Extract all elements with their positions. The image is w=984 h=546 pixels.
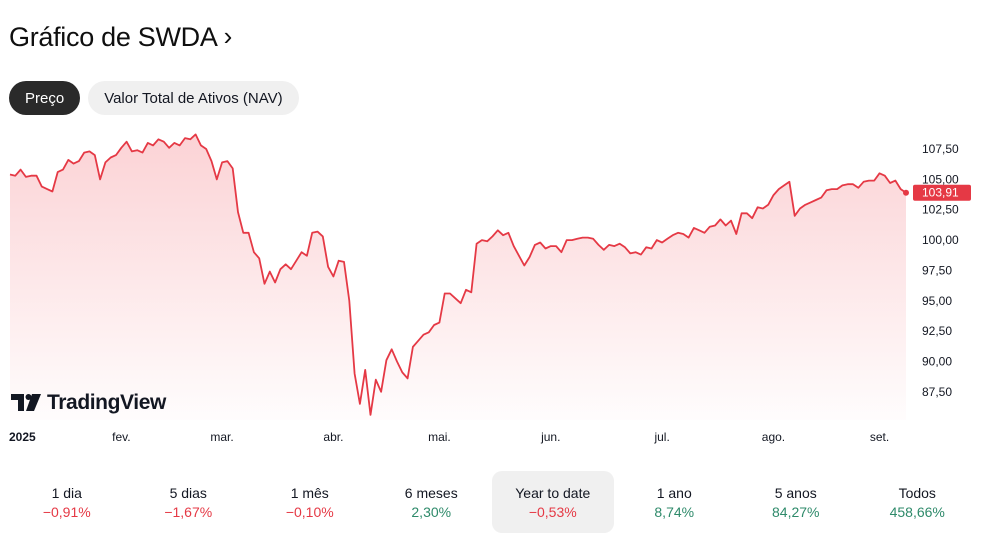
x-tick-label: 2025 bbox=[9, 430, 36, 444]
period-selector: 1 dia −0,91% 5 dias −1,67% 1 mês −0,10% … bbox=[6, 471, 978, 533]
period-label: 1 mês bbox=[290, 484, 329, 501]
page-title-text: Gráfico de SWDA bbox=[9, 22, 218, 52]
y-tick-label: 97,50 bbox=[922, 263, 952, 277]
period-5d[interactable]: 5 dias −1,67% bbox=[128, 471, 250, 533]
price-line bbox=[9, 133, 907, 416]
period-change: −0,53% bbox=[528, 503, 577, 520]
period-change: −0,10% bbox=[285, 503, 334, 520]
period-1m[interactable]: 1 mês −0,10% bbox=[249, 471, 371, 533]
y-tick-label: 92,50 bbox=[922, 324, 952, 338]
y-tick-label: 102,50 bbox=[922, 203, 959, 217]
x-tick-label: abr. bbox=[323, 430, 343, 444]
x-tick-label: jul. bbox=[653, 430, 669, 444]
period-6m[interactable]: 6 meses 2,30% bbox=[371, 471, 493, 533]
y-tick-label: 100,00 bbox=[922, 233, 959, 247]
period-label: 1 ano bbox=[656, 484, 692, 501]
page-title[interactable]: Gráfico de SWDA › bbox=[9, 21, 233, 53]
period-change: 2,30% bbox=[411, 503, 452, 520]
period-label: Todos bbox=[898, 484, 936, 501]
period-all[interactable]: Todos 458,66% bbox=[857, 471, 979, 533]
period-ytd[interactable]: Year to date −0,53% bbox=[492, 471, 614, 533]
tab-nav[interactable]: Valor Total de Ativos (NAV) bbox=[88, 81, 299, 115]
period-change: −1,67% bbox=[164, 503, 213, 520]
last-price-marker: 103,91 bbox=[903, 184, 971, 201]
x-tick-label: mai. bbox=[428, 430, 451, 444]
last-price-dot bbox=[903, 189, 909, 196]
period-1d[interactable]: 1 dia −0,91% bbox=[6, 471, 128, 533]
x-tick-label: mar. bbox=[210, 430, 233, 444]
period-1y[interactable]: 1 ano 8,74% bbox=[614, 471, 736, 533]
tab-price[interactable]: Preço bbox=[9, 81, 81, 115]
period-change: 8,74% bbox=[654, 503, 695, 520]
y-tick-label: 107,50 bbox=[922, 142, 959, 156]
x-tick-label: jun. bbox=[540, 430, 560, 444]
period-5y[interactable]: 5 anos 84,27% bbox=[735, 471, 857, 533]
period-change: 84,27% bbox=[772, 503, 820, 520]
y-tick-label: 95,00 bbox=[922, 294, 952, 308]
x-axis: 2025 fev. mar. abr. mai. jun. jul. ago. set. bbox=[9, 430, 889, 444]
tradingview-logo-icon bbox=[11, 394, 41, 411]
period-label: 5 dias bbox=[169, 484, 207, 501]
period-change: 458,66% bbox=[889, 503, 945, 520]
watermark: TradingView bbox=[11, 391, 167, 414]
y-tick-label: 87,50 bbox=[922, 385, 952, 399]
period-label: 5 anos bbox=[774, 484, 817, 501]
y-axis: 107,50 105,00 102,50 100,00 97,50 95,00 92,50 9… bbox=[922, 142, 959, 399]
period-label: 1 dia bbox=[51, 484, 82, 501]
price-chart[interactable]: 107,50 105,00 102,50 100,00 97,50 95,00 92,50 9… bbox=[0, 120, 984, 450]
tradingview-wordmark: TradingView bbox=[47, 391, 167, 414]
last-price-badge bbox=[913, 184, 971, 201]
price-area bbox=[10, 134, 906, 420]
last-price-value: 103,91 bbox=[922, 186, 959, 200]
period-label: 6 meses bbox=[404, 484, 458, 501]
x-tick-label: fev. bbox=[112, 430, 130, 444]
x-tick-label: ago. bbox=[762, 430, 785, 444]
chevron-right-icon: › bbox=[223, 21, 233, 51]
period-change: −0,91% bbox=[42, 503, 91, 520]
x-tick-label: set. bbox=[870, 430, 889, 444]
y-tick-label: 90,00 bbox=[922, 354, 952, 368]
chart-tabs: Preço Valor Total de Ativos (NAV) bbox=[9, 81, 299, 115]
y-tick-label: 105,00 bbox=[922, 172, 959, 186]
period-label: Year to date bbox=[515, 484, 591, 501]
